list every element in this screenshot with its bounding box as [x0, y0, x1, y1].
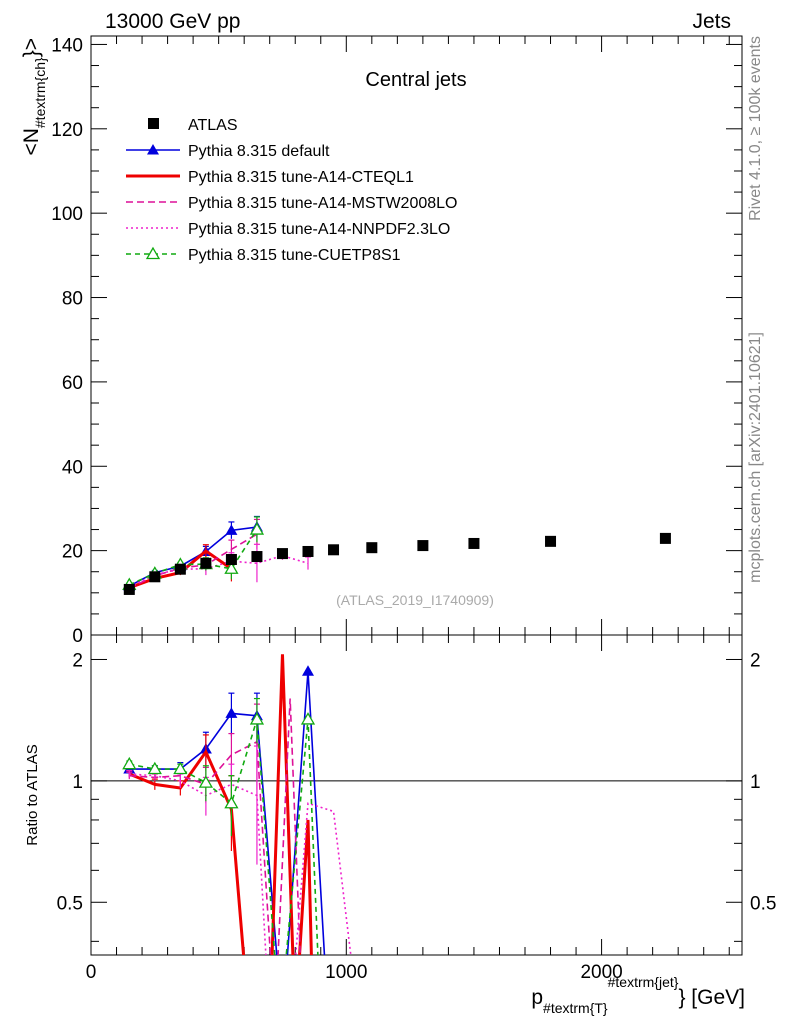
series-marker	[225, 524, 238, 535]
y-axis-label-close: }>	[20, 38, 43, 57]
ratio-y-tick-label-right: 2	[750, 650, 761, 671]
header-right: Jets	[692, 10, 731, 33]
ratio-series-group	[122, 654, 352, 955]
legend-label: Pythia 8.315 tune-A14-NNPDF2.3LO	[188, 221, 450, 238]
y-tick-label: 60	[62, 373, 83, 394]
tick-labels: 0 20 40 60 80 100 120 140 0 1000 2000 0.5 0.5 1 1 2 2	[51, 35, 776, 983]
data-point	[174, 563, 186, 575]
ratio-y-tick-label: 0.5	[57, 893, 83, 914]
ratio-pythia-8-315-tune-a14-nnpdf2-3lo	[126, 745, 352, 955]
legend: ATLAS Pythia 8.315 default Pythia 8.315 tu…	[126, 117, 457, 264]
legend-label: Pythia 8.315 tune-A14-MSTW2008LO	[188, 195, 457, 212]
legend-marker	[145, 246, 161, 260]
series-marker	[249, 712, 265, 725]
ratio-plot-frame	[90, 634, 743, 956]
chart-title: Central jets	[365, 69, 466, 91]
data-point	[366, 542, 378, 554]
data-point	[200, 557, 212, 569]
series-marker	[173, 761, 188, 775]
ratio-y-tick-label: 2	[72, 650, 83, 671]
legend-label: Pythia 8.315 default	[188, 143, 330, 160]
y-tick-label: 0	[72, 626, 83, 647]
legend-label: Pythia 8.315 tune-A14-CTEQL1	[188, 169, 414, 186]
series-marker	[302, 665, 314, 676]
ratio-pythia-8-315-tune-cuetp8s1	[122, 697, 319, 955]
y-tick-label: 40	[62, 457, 83, 478]
data-point	[417, 540, 429, 552]
x-tick-label: 2000	[580, 962, 622, 983]
side-label-top: Rivet 4.1.0, ≥ 100k events	[747, 36, 764, 221]
series-line	[128, 654, 313, 955]
y-tick-label: 140	[51, 35, 83, 56]
series-marker	[147, 761, 162, 775]
data-point	[251, 551, 263, 563]
ratio-y-tick-label: 1	[72, 772, 83, 793]
data-points	[123, 532, 671, 595]
series-marker	[122, 756, 137, 770]
data-point	[149, 571, 161, 583]
data-point	[276, 548, 288, 560]
x-axis-label-main: p	[531, 986, 543, 1009]
legend-label: ATLAS	[188, 117, 238, 134]
header-left: 13000 GeV pp	[105, 10, 240, 33]
data-point	[328, 544, 340, 556]
y-axis-label-sub: #textrm{ch}	[32, 57, 48, 128]
ratio-pythia-8-315-tune-a14-cteql1	[126, 654, 313, 955]
y-tick-label: 100	[51, 204, 83, 225]
x-axis-label: p#textrm{T}#textrm{jet}} [GeV]	[531, 974, 745, 1016]
y-tick-label: 80	[62, 289, 83, 310]
ratio-y-tick-label-right: 1	[750, 772, 761, 793]
ratio-pythia-8-315-default	[123, 665, 326, 955]
side-label-bottom: mcplots.cern.ch [arXiv:2401.10621]	[747, 332, 764, 583]
x-axis-label-unit: } [GeV]	[678, 986, 745, 1009]
data-point	[659, 532, 671, 544]
data-point	[545, 535, 557, 547]
y-tick-label: 120	[51, 120, 83, 141]
data-point	[225, 553, 237, 565]
ratio-pythia-8-315-tune-a14-mstw2008lo	[126, 698, 301, 955]
series-line	[129, 773, 352, 955]
data-point	[302, 545, 314, 557]
legend-label: Pythia 8.315 tune-CUETP8S1	[188, 247, 401, 264]
series-line	[128, 529, 258, 586]
y-axis-label: <N#textrm{ch}}>	[20, 38, 48, 156]
ratio-y-axis-label: Ratio to ATLAS	[24, 744, 41, 845]
ratio-y-tick-label-right: 0.5	[750, 893, 776, 914]
series-marker	[225, 707, 238, 718]
x-axis-label-sup: #textrm{jet}	[608, 974, 679, 990]
data-point	[123, 583, 135, 595]
x-tick-label: 1000	[325, 962, 367, 983]
legend-marker	[147, 144, 159, 155]
series-marker	[300, 712, 316, 725]
series-marker	[198, 775, 214, 788]
data-point	[468, 537, 480, 549]
legend-data-marker	[148, 118, 159, 129]
series-marker	[249, 522, 265, 535]
series-marker	[224, 561, 239, 574]
axis-ticks	[90, 36, 742, 955]
y-tick-label: 20	[62, 542, 83, 563]
x-tick-label: 0	[86, 962, 97, 983]
series-line	[129, 698, 301, 955]
watermark: (ATLAS_2019_I1740909)	[336, 592, 494, 608]
series-marker	[224, 795, 239, 809]
y-axis-label-main: <N	[20, 128, 43, 155]
series-line	[129, 671, 326, 955]
x-axis-label-sub: #textrm{T}	[543, 1000, 608, 1016]
